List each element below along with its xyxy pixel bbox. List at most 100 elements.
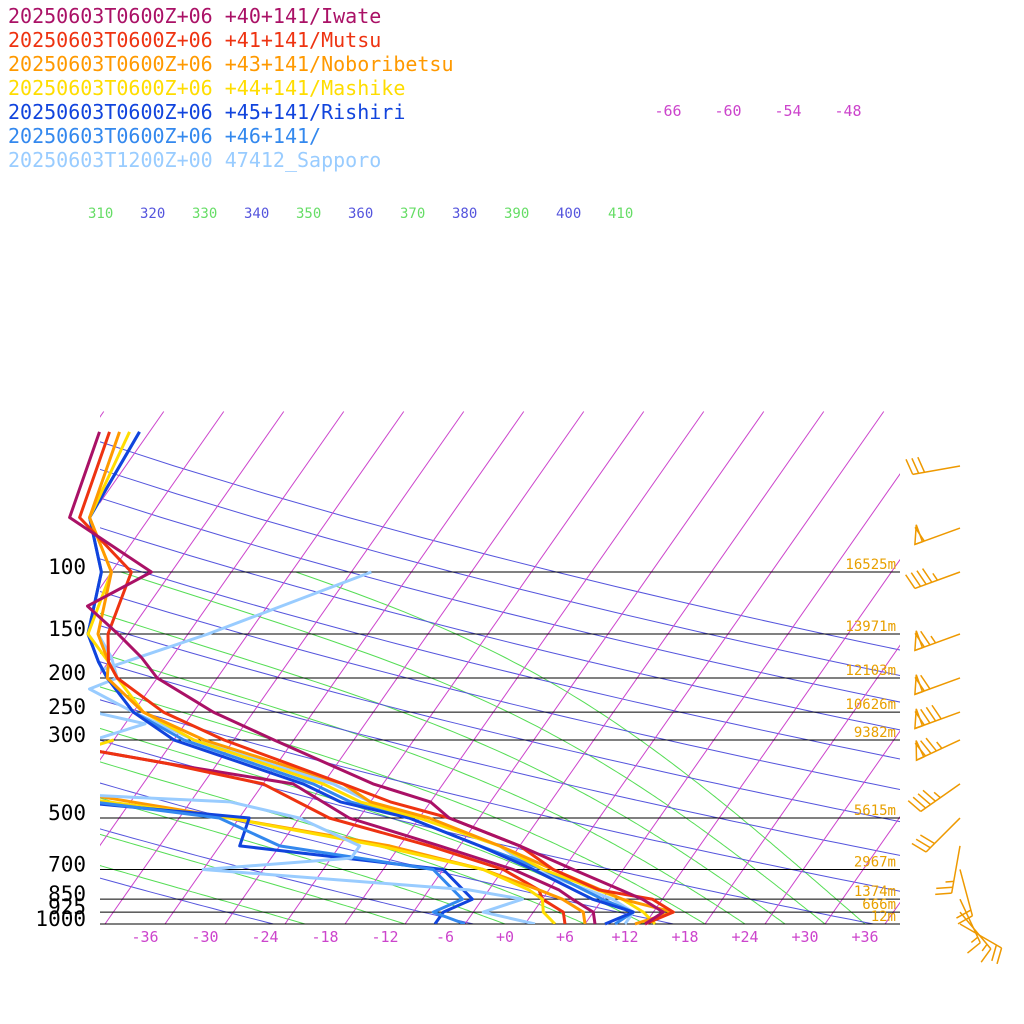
temperature-tick-label: +24: [731, 928, 758, 946]
temperature-tick-labels: -36 -30 -24 -18 -12 -6 +0 +6 +12 +18 +24 +30 +36: [131, 928, 878, 946]
wind-barb-flag: [921, 568, 933, 583]
pressure-label: 700: [48, 852, 86, 876]
wind-barb-flag: [922, 789, 936, 802]
wind-barb: [907, 783, 961, 813]
wind-barb-flag: [917, 793, 932, 806]
theta-label: 370: [400, 206, 425, 222]
temperature-tick-label: +6: [556, 928, 574, 946]
isotherm-line: [164, 411, 525, 924]
wind-barb-shaft: [959, 898, 981, 943]
wind-barb-shaft: [912, 465, 961, 476]
legend-entry-point-46-141: 20250603T0600Z+06 +46+141/: [8, 124, 322, 148]
legend-entry-rishiri: 20250603T0600Z+06 +45+141/Rishiri: [8, 100, 406, 124]
height-label: 10626m: [845, 697, 896, 713]
wind-barb-flag: [907, 800, 922, 813]
wind-barb-flag: [914, 742, 927, 757]
wind-barb-flag: [925, 706, 937, 722]
pressure-label: 300: [48, 723, 86, 747]
temperature-tick-label: +18: [671, 928, 698, 946]
moist-adiabat-line: [100, 865, 306, 924]
wind-barbs: [905, 456, 1003, 965]
pressure-label: 925: [48, 895, 86, 919]
isotherm-line: [100, 411, 405, 847]
wind-barb-shaft: [959, 923, 1002, 949]
theta-label: 340: [244, 206, 269, 222]
wind-barb-flag: [914, 526, 925, 542]
legend-entry-mashike: 20250603T0600Z+06 +44+141/Mashike: [8, 76, 406, 100]
temperature-tick-label: -36: [131, 928, 158, 946]
wind-barb: [914, 524, 961, 546]
theta-labels: 310 320 330 340 350 360 370 380 390 400 410: [88, 206, 633, 222]
dry-adiabat-line: [100, 877, 274, 924]
wind-barb-flag: [996, 947, 1003, 965]
wind-barb-flag: [917, 456, 926, 473]
wind-barb: [959, 911, 992, 963]
height-labels: 16525m 13971m 12103m 10626m 9382m 5615m 2967m 1…: [845, 557, 896, 925]
wind-barb-flag: [905, 574, 916, 589]
wind-barb-flag: [956, 909, 972, 919]
dewpoint-line-0: [100, 750, 597, 924]
wind-barb-flag: [920, 708, 931, 724]
isotherm-line: [224, 411, 585, 924]
temperature-tick-label: -12: [371, 928, 398, 946]
wind-barb-half-flag: [945, 880, 954, 883]
isotherm-line: [824, 815, 900, 924]
isotherm-line: [100, 411, 225, 590]
temperature-tick-label: +36: [851, 928, 878, 946]
theta-label: 410: [608, 206, 633, 222]
dewpoint-line-5: [100, 801, 466, 924]
pressure-label: 100: [48, 555, 86, 579]
wind-barb-flag: [957, 915, 973, 925]
wind-barb-flag: [914, 632, 925, 648]
wind-barb-flag: [980, 948, 992, 963]
height-label: 13971m: [845, 619, 896, 635]
theta-label: 320: [140, 206, 165, 222]
temperature-tick-label: -18: [311, 928, 338, 946]
height-label: 9382m: [854, 725, 896, 741]
isotherm-line: [0, 412, 44, 924]
wind-barb: [914, 704, 961, 730]
isotherm-line: [524, 411, 885, 924]
temperature-tick-label: +30: [791, 928, 818, 946]
wind-barb-flag: [910, 572, 922, 587]
temperature-tick-label: -6: [436, 928, 454, 946]
isotherm-line: [1005, 412, 1024, 924]
moist-adiabats: [100, 571, 866, 924]
top-isotherm-label: -54: [774, 102, 801, 120]
dewpoint-line-3: [100, 738, 557, 924]
wind-barb-flag: [915, 838, 931, 849]
wind-barb-flag: [916, 570, 927, 585]
wind-barb-shaft: [925, 817, 961, 853]
isotherm-line: [945, 412, 1024, 924]
wind-barb: [911, 817, 961, 853]
pressure-label: 850: [48, 882, 86, 906]
height-label: 2967m: [854, 854, 896, 870]
temperature-tick-label: +12: [611, 928, 638, 946]
wind-barb-flag: [936, 886, 953, 890]
wind-barb-half-flag: [936, 741, 943, 749]
wind-barb: [905, 456, 961, 476]
wind-barb-flag: [935, 892, 952, 896]
wind-barb: [914, 737, 961, 762]
temperature-tick-label: -24: [251, 928, 278, 946]
height-label: 12m: [871, 909, 896, 925]
isotherm-line: [404, 411, 765, 924]
legend-entry-noboribetsu: 20250603T0600Z+06 +43+141/Noboribetsu: [8, 52, 454, 76]
wind-barb-flag: [911, 457, 920, 474]
wind-barb-flag: [914, 710, 925, 726]
isotherm-line: [704, 644, 900, 924]
dewpoint-line-4: [100, 802, 474, 924]
legend-entry-iwate: 20250603T0600Z+06 +40+141/Iwate: [8, 4, 382, 28]
wind-barb: [914, 630, 961, 652]
temperature-line-0: [68, 431, 665, 926]
height-label: 12103m: [845, 663, 896, 679]
isotherm-line: [464, 411, 825, 924]
wind-barb-flag: [967, 942, 981, 954]
wind-barb-half-flag: [930, 635, 937, 644]
isotherm-line: [584, 473, 900, 924]
wind-barb-shaft: [950, 845, 961, 894]
temperature-line-6: [88, 633, 635, 925]
dewpoint-line-1: [100, 750, 567, 924]
wind-barb-half-flag: [933, 791, 941, 799]
